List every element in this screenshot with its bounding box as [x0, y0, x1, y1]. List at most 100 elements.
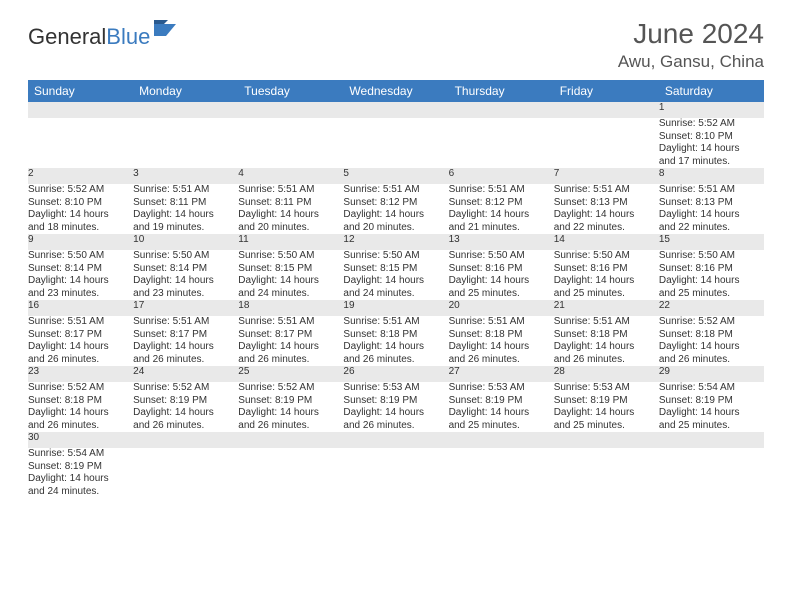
- day-info-cell: Sunrise: 5:52 AMSunset: 8:10 PMDaylight:…: [659, 118, 764, 168]
- day-info-cell: Sunrise: 5:51 AMSunset: 8:17 PMDaylight:…: [28, 316, 133, 366]
- day-info-cell: Sunrise: 5:50 AMSunset: 8:16 PMDaylight:…: [659, 250, 764, 300]
- day-number-cell: [659, 432, 764, 448]
- sunrise-line: Sunrise: 5:52 AM: [28, 184, 133, 197]
- sunset-line: Sunset: 8:19 PM: [343, 395, 448, 408]
- day-number-cell: 15: [659, 234, 764, 250]
- day-info-cell: Sunrise: 5:52 AMSunset: 8:19 PMDaylight:…: [238, 382, 343, 432]
- daylight-line-2: and 25 minutes.: [659, 420, 764, 433]
- day-number-cell: 17: [133, 300, 238, 316]
- day-number-cell: 10: [133, 234, 238, 250]
- weekday-header: Tuesday: [238, 80, 343, 102]
- day-number-cell: [28, 102, 133, 118]
- sunrise-line: Sunrise: 5:50 AM: [659, 250, 764, 263]
- daylight-line-2: and 26 minutes.: [343, 354, 448, 367]
- day-info-cell: Sunrise: 5:51 AMSunset: 8:18 PMDaylight:…: [343, 316, 448, 366]
- sunset-line: Sunset: 8:12 PM: [449, 197, 554, 210]
- sunrise-line: Sunrise: 5:51 AM: [28, 316, 133, 329]
- day-info-cell: Sunrise: 5:51 AMSunset: 8:17 PMDaylight:…: [133, 316, 238, 366]
- day-number-cell: 23: [28, 366, 133, 382]
- day-info-cell: Sunrise: 5:51 AMSunset: 8:18 PMDaylight:…: [554, 316, 659, 366]
- sunset-line: Sunset: 8:16 PM: [449, 263, 554, 276]
- day-number-cell: 3: [133, 168, 238, 184]
- sunrise-line: Sunrise: 5:51 AM: [449, 316, 554, 329]
- day-info-cell: [28, 118, 133, 168]
- daylight-line-2: and 25 minutes.: [554, 288, 659, 301]
- daylight-line-1: Daylight: 14 hours: [659, 407, 764, 420]
- daylight-line-2: and 18 minutes.: [28, 222, 133, 235]
- day-number-cell: 13: [449, 234, 554, 250]
- day-number-cell: 2: [28, 168, 133, 184]
- daylight-line-1: Daylight: 14 hours: [659, 275, 764, 288]
- day-info-cell: [133, 118, 238, 168]
- daylight-line-1: Daylight: 14 hours: [554, 407, 659, 420]
- calendar-table: SundayMondayTuesdayWednesdayThursdayFrid…: [28, 80, 764, 498]
- day-number-cell: 28: [554, 366, 659, 382]
- sunset-line: Sunset: 8:13 PM: [554, 197, 659, 210]
- sunset-line: Sunset: 8:18 PM: [554, 329, 659, 342]
- daylight-line-2: and 20 minutes.: [343, 222, 448, 235]
- sunrise-line: Sunrise: 5:52 AM: [659, 118, 764, 131]
- sunset-line: Sunset: 8:17 PM: [133, 329, 238, 342]
- sunset-line: Sunset: 8:14 PM: [133, 263, 238, 276]
- sunset-line: Sunset: 8:10 PM: [659, 131, 764, 144]
- day-info-cell: Sunrise: 5:51 AMSunset: 8:11 PMDaylight:…: [133, 184, 238, 234]
- day-info-cell: Sunrise: 5:51 AMSunset: 8:11 PMDaylight:…: [238, 184, 343, 234]
- day-number-cell: 16: [28, 300, 133, 316]
- daylight-line-2: and 26 minutes.: [238, 354, 343, 367]
- daylight-line-1: Daylight: 14 hours: [238, 407, 343, 420]
- daylight-line-1: Daylight: 14 hours: [343, 341, 448, 354]
- daylight-line-1: Daylight: 14 hours: [28, 209, 133, 222]
- daylight-line-2: and 23 minutes.: [28, 288, 133, 301]
- daynum-row: 2345678: [28, 168, 764, 184]
- day-info-cell: Sunrise: 5:51 AMSunset: 8:13 PMDaylight:…: [554, 184, 659, 234]
- sunrise-line: Sunrise: 5:51 AM: [554, 316, 659, 329]
- daylight-line-2: and 24 minutes.: [238, 288, 343, 301]
- daylight-line-1: Daylight: 14 hours: [133, 209, 238, 222]
- sunset-line: Sunset: 8:19 PM: [449, 395, 554, 408]
- day-number-cell: [133, 102, 238, 118]
- day-number-cell: 14: [554, 234, 659, 250]
- day-info-cell: [449, 118, 554, 168]
- day-info-cell: Sunrise: 5:53 AMSunset: 8:19 PMDaylight:…: [449, 382, 554, 432]
- daylight-line-2: and 26 minutes.: [449, 354, 554, 367]
- daylight-line-1: Daylight: 14 hours: [554, 209, 659, 222]
- daylight-line-2: and 22 minutes.: [659, 222, 764, 235]
- sunset-line: Sunset: 8:18 PM: [343, 329, 448, 342]
- day-info-cell: Sunrise: 5:52 AMSunset: 8:19 PMDaylight:…: [133, 382, 238, 432]
- sunrise-line: Sunrise: 5:50 AM: [343, 250, 448, 263]
- day-info-row: Sunrise: 5:51 AMSunset: 8:17 PMDaylight:…: [28, 316, 764, 366]
- day-number-cell: [343, 432, 448, 448]
- sunrise-line: Sunrise: 5:52 AM: [659, 316, 764, 329]
- sunset-line: Sunset: 8:18 PM: [659, 329, 764, 342]
- daylight-line-1: Daylight: 14 hours: [554, 341, 659, 354]
- daylight-line-1: Daylight: 14 hours: [659, 143, 764, 156]
- sunset-line: Sunset: 8:19 PM: [133, 395, 238, 408]
- daylight-line-2: and 21 minutes.: [449, 222, 554, 235]
- day-number-cell: 9: [28, 234, 133, 250]
- daynum-row: 1: [28, 102, 764, 118]
- sunrise-line: Sunrise: 5:51 AM: [659, 184, 764, 197]
- day-info-cell: [238, 118, 343, 168]
- sunrise-line: Sunrise: 5:50 AM: [133, 250, 238, 263]
- day-number-cell: 8: [659, 168, 764, 184]
- daylight-line-1: Daylight: 14 hours: [449, 209, 554, 222]
- weekday-header: Saturday: [659, 80, 764, 102]
- day-number-cell: 22: [659, 300, 764, 316]
- sunrise-line: Sunrise: 5:51 AM: [554, 184, 659, 197]
- sunset-line: Sunset: 8:18 PM: [28, 395, 133, 408]
- day-info-cell: [133, 448, 238, 498]
- day-info-cell: [343, 118, 448, 168]
- sunset-line: Sunset: 8:15 PM: [343, 263, 448, 276]
- day-info-cell: Sunrise: 5:52 AMSunset: 8:10 PMDaylight:…: [28, 184, 133, 234]
- day-number-cell: 7: [554, 168, 659, 184]
- daylight-line-1: Daylight: 14 hours: [133, 341, 238, 354]
- day-info-cell: Sunrise: 5:50 AMSunset: 8:14 PMDaylight:…: [133, 250, 238, 300]
- daylight-line-2: and 26 minutes.: [238, 420, 343, 433]
- location: Awu, Gansu, China: [618, 52, 764, 72]
- flag-icon: [154, 18, 180, 44]
- title-block: June 2024 Awu, Gansu, China: [618, 18, 764, 72]
- sunrise-line: Sunrise: 5:54 AM: [659, 382, 764, 395]
- day-info-cell: Sunrise: 5:52 AMSunset: 8:18 PMDaylight:…: [28, 382, 133, 432]
- sunset-line: Sunset: 8:10 PM: [28, 197, 133, 210]
- sunset-line: Sunset: 8:19 PM: [554, 395, 659, 408]
